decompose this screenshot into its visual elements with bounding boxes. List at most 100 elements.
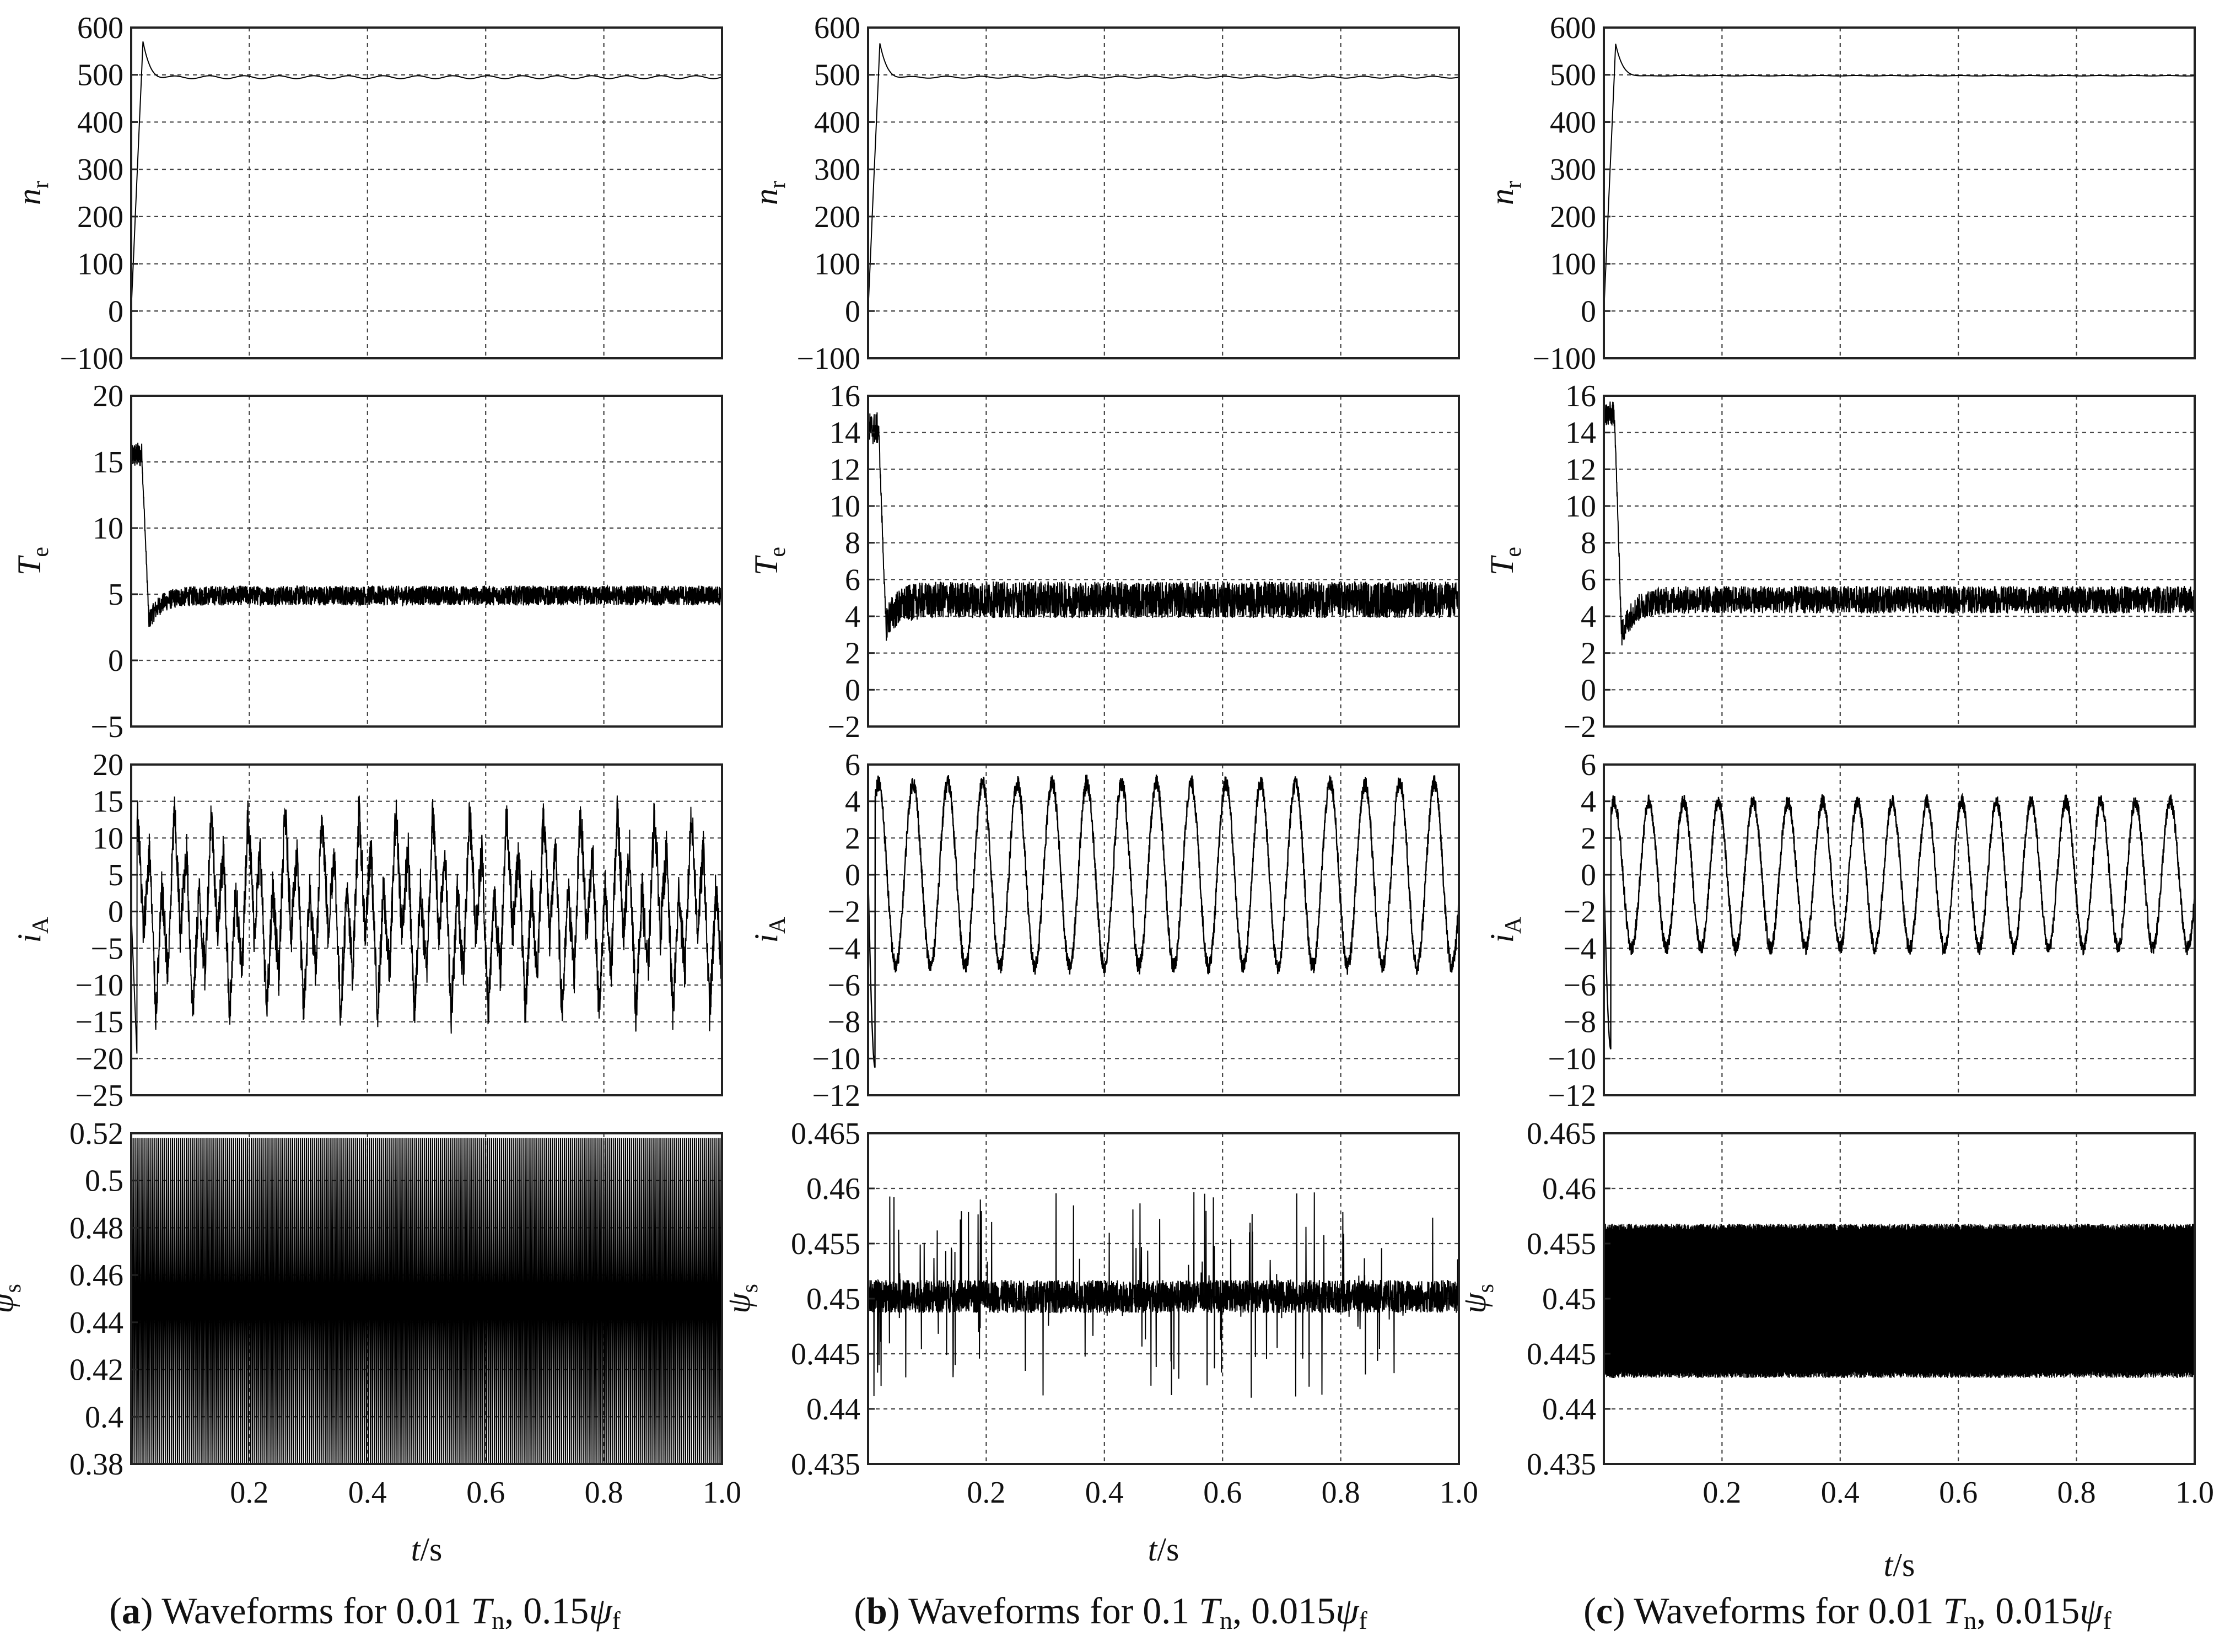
y-tick-label: 0.445 xyxy=(791,1337,860,1371)
series-line-b-iA xyxy=(867,774,1460,1068)
y-tick-label: 14 xyxy=(829,416,860,450)
y-tick-label: 6 xyxy=(845,563,860,597)
y-axis-label: ψs xyxy=(720,1284,763,1314)
plot-frame xyxy=(867,763,1460,1096)
y-tick-label: 0.465 xyxy=(791,1117,860,1151)
plot-frame xyxy=(130,763,723,1096)
y-tick-label: 4 xyxy=(1581,600,1596,634)
y-tick-label: 0.5 xyxy=(85,1164,123,1198)
y-tick-label: 100 xyxy=(814,247,860,282)
y-tick-label: 0.435 xyxy=(1527,1447,1596,1482)
y-tick-label: 0 xyxy=(845,858,860,892)
grid-lines xyxy=(131,396,722,727)
series-line-a-iA xyxy=(131,795,723,1054)
y-tick-label: 8 xyxy=(845,526,860,561)
caption-b: (b) Waveforms for 0.1 Tn, 0.015ψf xyxy=(854,1590,1367,1634)
series-line-b-psis xyxy=(868,1192,1459,1398)
y-axis-label: nr xyxy=(748,181,790,205)
plot-frame xyxy=(1603,395,2196,728)
y-tick-label: 4 xyxy=(1581,785,1596,819)
y-tick-label: −5 xyxy=(90,710,123,744)
y-tick-label: 500 xyxy=(77,58,123,93)
y-tick-label: 0.38 xyxy=(69,1447,123,1482)
grid-lines xyxy=(868,765,1459,1095)
y-tick-label: 300 xyxy=(814,153,860,187)
y-tick-label: 0.45 xyxy=(806,1282,860,1316)
y-tick-label: 0 xyxy=(845,294,860,329)
series-line-c-psis xyxy=(1603,1223,2195,1379)
y-tick-label: 10 xyxy=(93,512,123,546)
grid-lines xyxy=(131,28,722,358)
y-tick-label: 16 xyxy=(1565,379,1596,413)
y-axis-label: iA xyxy=(11,917,53,943)
y-tick-label: 5 xyxy=(108,578,123,612)
chart-panel-c-nr: −100 0 100 200 300 400 500 600 nr xyxy=(1484,11,2196,376)
plot-frame xyxy=(1603,26,2196,359)
y-tick-label: 4 xyxy=(845,600,860,634)
y-tick-label: 0 xyxy=(1581,858,1596,892)
y-tick-label: −4 xyxy=(1563,932,1596,966)
grid-lines xyxy=(1604,765,2195,1095)
y-tick-label: −2 xyxy=(827,710,860,744)
y-tick-label: 0 xyxy=(108,644,123,678)
y-tick-label: 0.45 xyxy=(1542,1282,1596,1316)
x-axis-label: t/s xyxy=(411,1531,443,1568)
series-line-c-nr xyxy=(1603,44,2195,311)
x-tick-label: 0.6 xyxy=(466,1476,505,1510)
y-tick-label: −6 xyxy=(827,968,860,1003)
y-tick-label: 200 xyxy=(1550,200,1596,234)
y-tick-label: −100 xyxy=(1532,342,1596,376)
y-tick-label: 0.44 xyxy=(806,1392,860,1427)
series-line-a-psis xyxy=(131,1138,723,1465)
y-tick-label: −2 xyxy=(827,895,860,929)
y-tick-label: 0.42 xyxy=(69,1353,123,1387)
y-tick-label: 600 xyxy=(1550,11,1596,45)
y-tick-label: 0.52 xyxy=(69,1117,123,1151)
y-tick-label: 100 xyxy=(77,247,123,282)
y-tick-label: 8 xyxy=(1581,526,1596,561)
y-tick-label: 0.46 xyxy=(69,1258,123,1293)
y-tick-label: −10 xyxy=(1548,1042,1596,1076)
y-tick-label: 500 xyxy=(814,58,860,93)
y-axis-label: Te xyxy=(1484,547,1526,575)
y-tick-label: 300 xyxy=(77,153,123,187)
y-tick-label: −12 xyxy=(1548,1079,1596,1113)
y-axis-label: iA xyxy=(1484,917,1526,943)
caption-c: (c) Waveforms for 0.01 Tn, 0.015ψf xyxy=(1583,1590,2111,1634)
x-tick-label: 0.2 xyxy=(1703,1476,1741,1510)
y-tick-label: 600 xyxy=(77,11,123,45)
y-tick-label: 14 xyxy=(1565,416,1596,450)
y-tick-label: 0.455 xyxy=(791,1227,860,1261)
y-tick-label: 0.44 xyxy=(69,1306,123,1340)
y-tick-label: −12 xyxy=(812,1079,860,1113)
y-tick-label: −25 xyxy=(75,1079,123,1113)
plot-frame xyxy=(867,395,1460,728)
y-tick-label: 200 xyxy=(77,200,123,234)
y-tick-label: 2 xyxy=(1581,821,1596,855)
x-tick-label: 0.4 xyxy=(348,1476,387,1510)
grid-lines xyxy=(868,28,1459,358)
x-tick-label: 0.8 xyxy=(2057,1476,2096,1510)
y-tick-label: 20 xyxy=(93,748,123,782)
y-tick-label: 0 xyxy=(108,294,123,329)
y-tick-label: 10 xyxy=(1565,489,1596,524)
chart-panel-c-psis: 0.435 0.44 0.445 0.45 0.455 0.46 0.465 ψs 0.2 0.4… xyxy=(1456,1117,2214,1583)
y-tick-label: 0.465 xyxy=(1527,1117,1596,1151)
y-tick-label: 0.445 xyxy=(1527,1337,1596,1371)
y-tick-label: −4 xyxy=(827,932,860,966)
y-tick-label: 500 xyxy=(1550,58,1596,93)
x-tick-label: 0.4 xyxy=(1085,1476,1124,1510)
y-tick-label: 6 xyxy=(1581,563,1596,597)
y-tick-label: −10 xyxy=(75,968,123,1003)
y-tick-label: 15 xyxy=(93,785,123,819)
y-tick-label: 600 xyxy=(814,11,860,45)
y-tick-label: 0.44 xyxy=(1542,1392,1596,1427)
y-tick-label: −15 xyxy=(75,1005,123,1040)
plot-frame xyxy=(1603,763,2196,1096)
chart-panel-a-Te: −5 0 5 10 15 20 Te xyxy=(11,379,723,744)
y-tick-label: −100 xyxy=(796,342,860,376)
y-tick-label: −100 xyxy=(60,342,123,376)
